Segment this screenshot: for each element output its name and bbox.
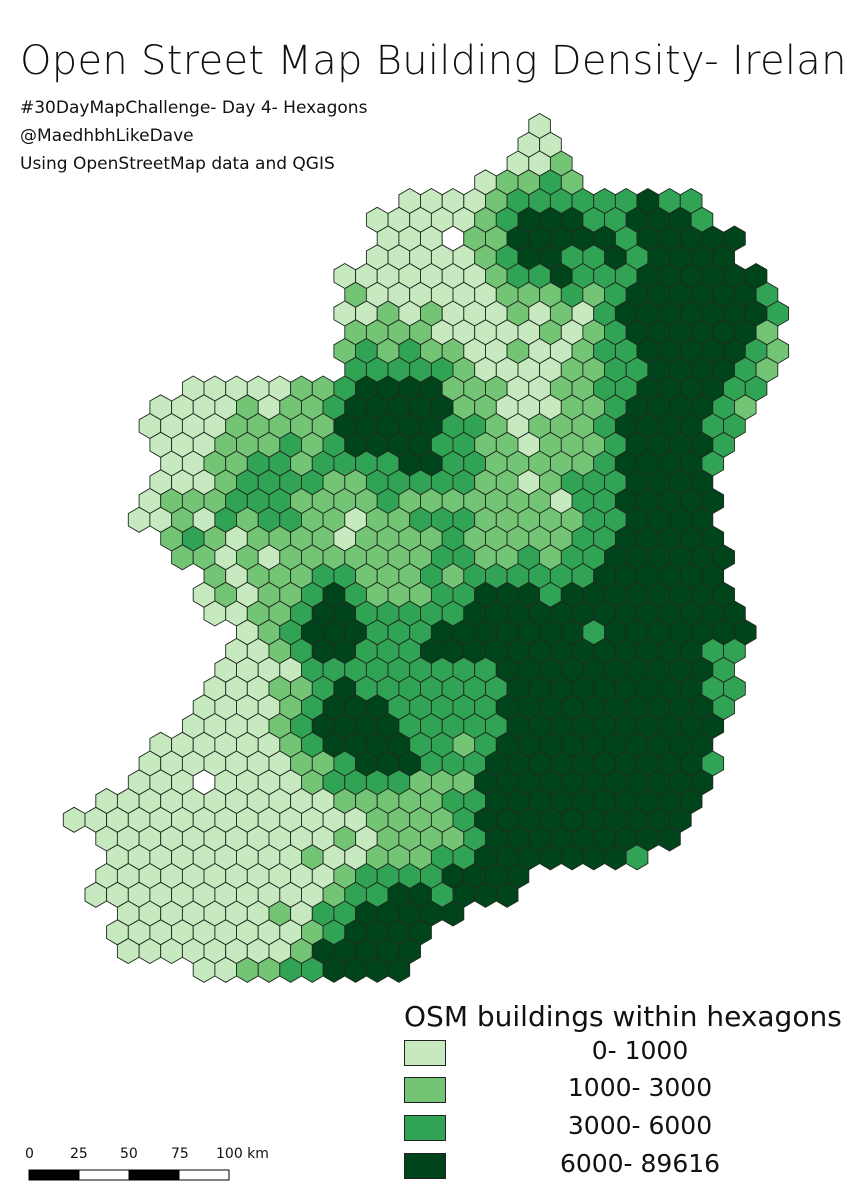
scale-label-75: 75 xyxy=(171,1146,189,1162)
hex-cell-very-high xyxy=(495,881,519,908)
subtitle-source: Using OpenStreetMap data and QGIS xyxy=(20,154,335,174)
map-title: Open Street Map Building Density- Irelan… xyxy=(20,38,848,84)
hex-cell-high xyxy=(625,844,649,871)
legend-swatch-very-high xyxy=(404,1153,446,1179)
scale-label-0: 0 xyxy=(25,1146,34,1162)
scale-label-100: 100 km xyxy=(216,1146,269,1162)
subtitle-challenge: #30DayMapChallenge- Day 4- Hexagons xyxy=(20,98,368,118)
legend-label-medium: 1000- 3000 xyxy=(567,1073,713,1102)
legend-swatch-low xyxy=(404,1040,446,1066)
scale-label-50: 50 xyxy=(120,1146,138,1162)
hex-cell-low xyxy=(62,806,86,833)
legend-swatch-medium xyxy=(404,1077,446,1103)
legend-label-high: 3000- 6000 xyxy=(567,1111,713,1140)
hex-cell-very-high xyxy=(658,825,681,852)
scale-bar xyxy=(28,1169,230,1181)
legend-label-low: 0- 1000 xyxy=(591,1036,689,1065)
hex-cell-very-high xyxy=(387,956,411,983)
legend-label-very-high: 6000- 89616 xyxy=(559,1149,721,1178)
scale-label-25: 25 xyxy=(70,1146,88,1162)
hex-cell-very-high xyxy=(441,900,465,927)
subtitle-author: @MaedhbhLikeDave xyxy=(20,126,194,146)
legend-swatch-high xyxy=(404,1115,446,1141)
legend-title: OSM buildings within hexagons xyxy=(404,1000,842,1033)
